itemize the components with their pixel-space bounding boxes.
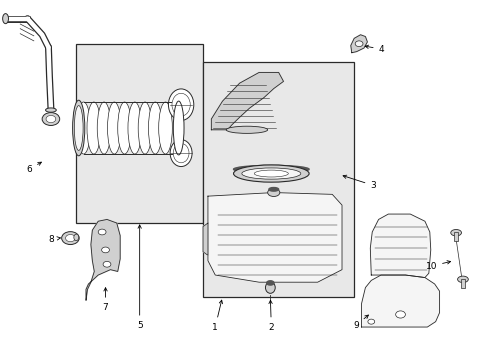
- Text: 3: 3: [343, 175, 375, 190]
- Polygon shape: [86, 220, 120, 300]
- Ellipse shape: [268, 188, 278, 191]
- Ellipse shape: [233, 165, 308, 173]
- Ellipse shape: [73, 100, 84, 156]
- Ellipse shape: [265, 282, 275, 293]
- Ellipse shape: [170, 140, 192, 167]
- Ellipse shape: [168, 89, 193, 121]
- Ellipse shape: [226, 126, 267, 134]
- Bar: [460, 279, 464, 288]
- Ellipse shape: [254, 170, 288, 177]
- Circle shape: [103, 261, 111, 267]
- Ellipse shape: [266, 281, 273, 285]
- Circle shape: [354, 41, 362, 46]
- Ellipse shape: [233, 165, 308, 182]
- Ellipse shape: [118, 102, 131, 154]
- Ellipse shape: [158, 102, 172, 154]
- Ellipse shape: [45, 108, 56, 112]
- Text: 6: 6: [26, 162, 41, 174]
- Ellipse shape: [173, 143, 189, 163]
- Ellipse shape: [267, 189, 279, 197]
- Ellipse shape: [87, 102, 101, 154]
- Ellipse shape: [242, 168, 300, 179]
- Text: 8: 8: [48, 235, 61, 244]
- Bar: [203, 62, 353, 297]
- Circle shape: [98, 229, 106, 235]
- Text: 7: 7: [102, 288, 108, 312]
- Circle shape: [65, 234, 75, 242]
- Ellipse shape: [148, 102, 162, 154]
- Text: 4: 4: [365, 45, 384, 54]
- Polygon shape: [361, 275, 439, 327]
- Ellipse shape: [173, 101, 183, 155]
- Polygon shape: [350, 35, 366, 53]
- Polygon shape: [369, 214, 430, 278]
- Ellipse shape: [74, 234, 79, 240]
- Bar: [453, 232, 457, 241]
- Ellipse shape: [172, 93, 190, 116]
- Circle shape: [46, 116, 56, 123]
- Polygon shape: [211, 72, 283, 130]
- Ellipse shape: [457, 276, 468, 283]
- Ellipse shape: [74, 105, 83, 150]
- Bar: [76, 44, 203, 223]
- Circle shape: [102, 247, 109, 253]
- Text: 2: 2: [268, 300, 274, 332]
- Text: 9: 9: [353, 315, 367, 330]
- Ellipse shape: [77, 102, 90, 154]
- Text: 1: 1: [212, 300, 222, 332]
- Text: 5: 5: [137, 225, 142, 330]
- Ellipse shape: [107, 102, 121, 154]
- Ellipse shape: [2, 14, 8, 24]
- Ellipse shape: [97, 102, 111, 154]
- Circle shape: [395, 311, 405, 318]
- Circle shape: [61, 231, 79, 244]
- Polygon shape: [207, 193, 341, 282]
- Ellipse shape: [450, 229, 461, 236]
- Ellipse shape: [128, 102, 142, 154]
- Text: 10: 10: [425, 261, 449, 271]
- Ellipse shape: [138, 102, 152, 154]
- Circle shape: [367, 319, 374, 324]
- Polygon shape: [203, 223, 207, 255]
- Circle shape: [42, 113, 60, 126]
